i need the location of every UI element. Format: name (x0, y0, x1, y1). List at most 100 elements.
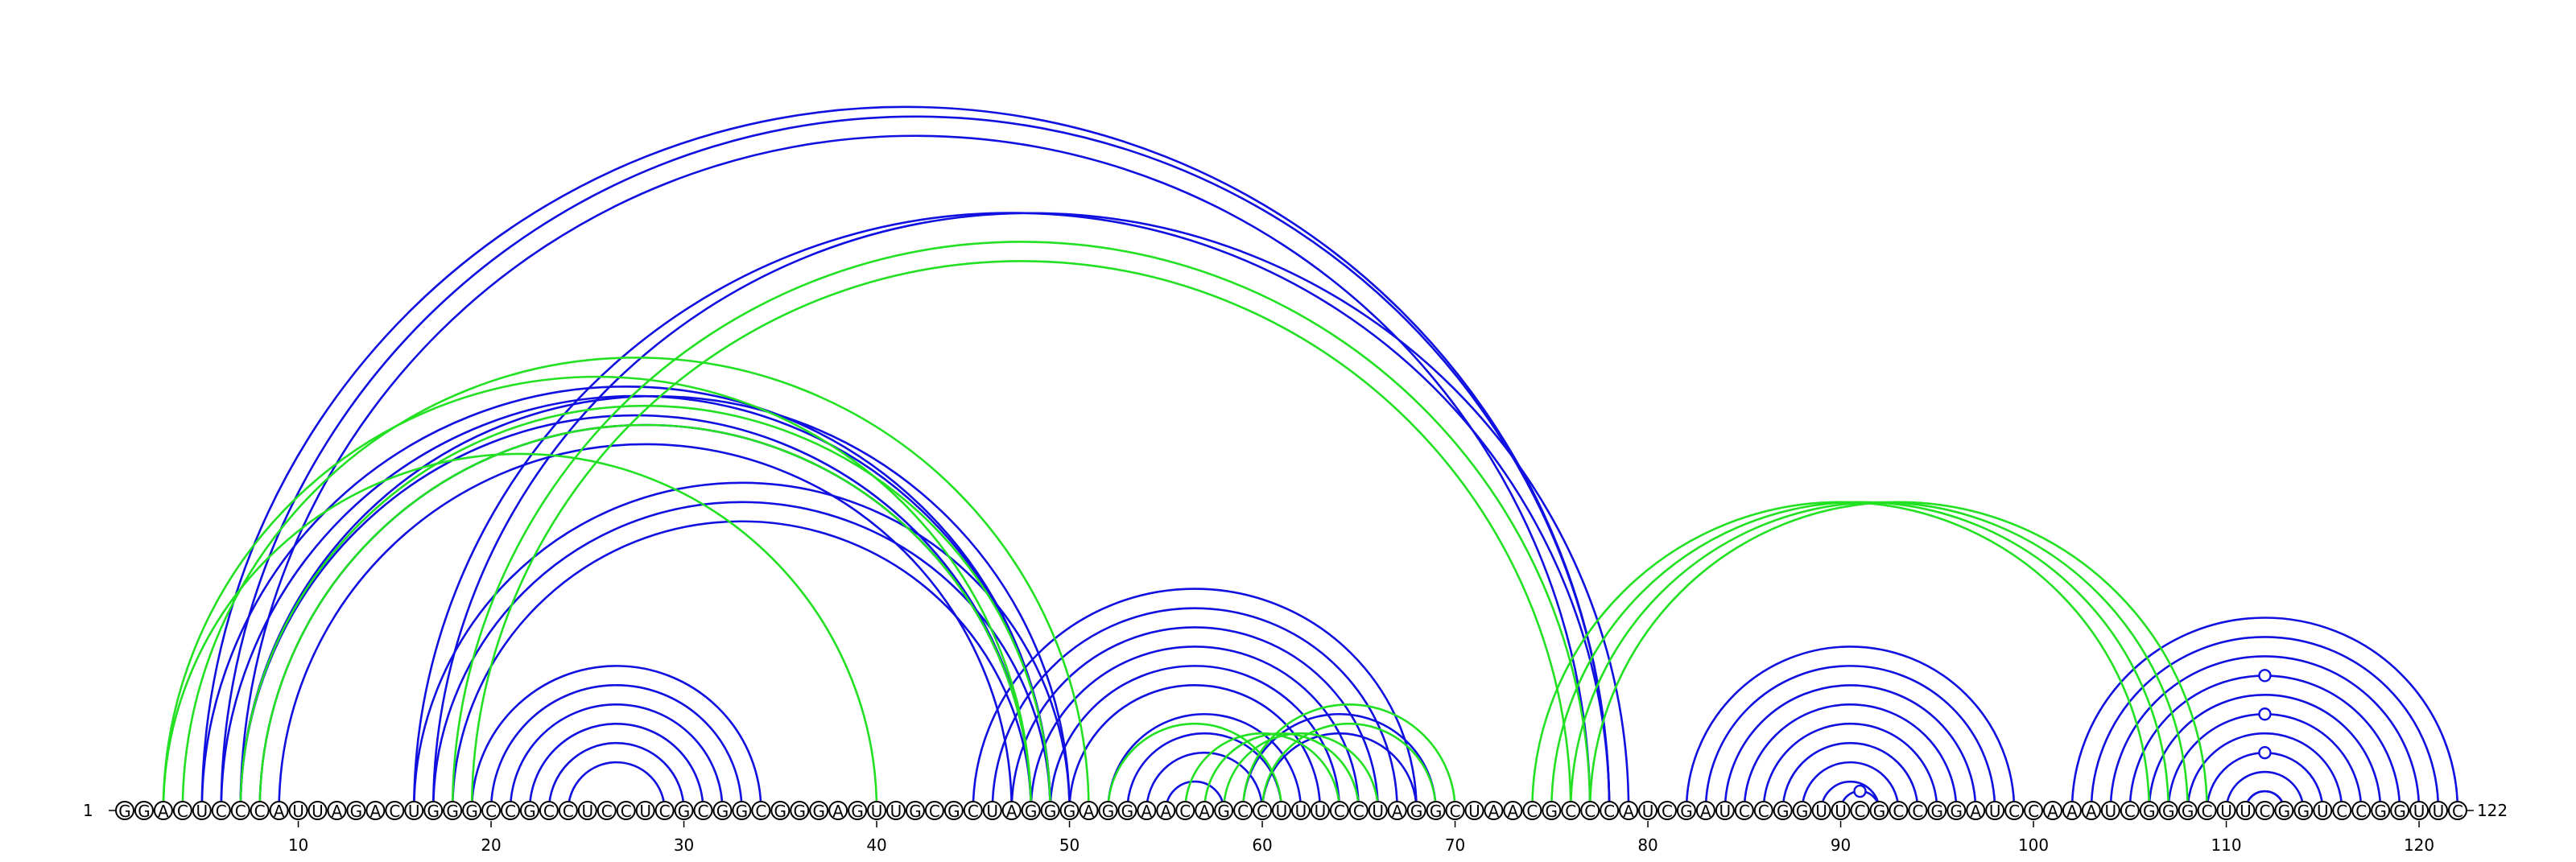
nucleotide-letter: U (1295, 802, 1307, 821)
nucleotide-letter: U (890, 802, 902, 821)
nucleotide: C (559, 802, 577, 821)
nucleotide-letter: A (1488, 802, 1500, 821)
nucleotide: U (193, 802, 211, 821)
nucleotide: C (1909, 802, 1926, 821)
nucleotide: G (116, 802, 134, 821)
nucleotide: C (1658, 802, 1676, 821)
nucleotide-letter: C (389, 802, 400, 821)
blue-arc (2169, 714, 2362, 810)
tick-group: 10 20 30 40 50 60 70 80 90 100 110 120 (288, 821, 2434, 855)
nucleotide: G (1542, 802, 1560, 821)
nucleotide: U (2429, 802, 2447, 821)
nucleotide-letter: C (2355, 802, 2367, 821)
nucleotide-letter: G (465, 802, 478, 821)
nucleotide-letter: G (118, 802, 131, 821)
nucleotide-letter: G (1044, 802, 1057, 821)
nucleotide: A (2044, 802, 2062, 821)
nucleotide: U (290, 802, 308, 821)
nucleotide-letter: U (312, 802, 324, 821)
nucleotide: G (2294, 802, 2312, 821)
nucleotide-letter: C (1179, 802, 1191, 821)
nucleotide-letter: U (2220, 802, 2232, 821)
nucleotide-letter: G (947, 802, 960, 821)
nucleotide-letter: U (986, 802, 998, 821)
blue-arc (433, 213, 1629, 810)
blue-arc-group (202, 107, 2458, 810)
nucleotide-letter: G (138, 802, 151, 821)
nucleotide-letter: C (1257, 802, 1268, 821)
nucleotide: A (155, 802, 172, 821)
nucleotide-letter: G (350, 802, 363, 821)
nucleotide: C (656, 802, 674, 821)
nucleotide: C (213, 802, 230, 821)
green-arc (260, 425, 1031, 810)
nucleotide-letter: U (2105, 802, 2117, 821)
tick-label: 60 (1252, 835, 1272, 855)
nucleotide-letter: U (292, 802, 304, 821)
blue-arc (2091, 637, 2438, 810)
nucleotide: G (347, 802, 365, 821)
nucleotide-letter: G (1951, 802, 1963, 821)
blue-arc (510, 704, 722, 810)
nucleotide-letter: G (678, 802, 691, 821)
blue-arc (1764, 724, 1938, 810)
nucleotide: C (617, 802, 635, 821)
nucleotide-letter: G (1063, 802, 1076, 821)
nucleotide-letter: G (2278, 802, 2291, 821)
nucleotide: G (945, 802, 963, 821)
nucleotide-letter: G (1217, 802, 1230, 821)
nucleotide: U (868, 802, 886, 821)
blue-arc (1686, 646, 2014, 810)
end-label: 122 (2477, 801, 2508, 820)
nucleotide-letter: C (659, 802, 671, 821)
nucleotide: C (1562, 802, 1579, 821)
arc-marker (1855, 786, 1866, 797)
nucleotide: G (1099, 802, 1117, 821)
nucleotide: C (1176, 802, 1194, 821)
nucleotide: C (540, 802, 558, 821)
nucleotide: C (598, 802, 616, 821)
nucleotide-letter: A (1508, 802, 1519, 821)
nucleotide-letter: C (1565, 802, 1576, 821)
tick-label: 40 (866, 835, 886, 855)
nucleotide-letter: C (1334, 802, 1345, 821)
nucleotide: C (695, 802, 712, 821)
nucleotide-letter: G (1873, 802, 1886, 821)
green-arc-group (163, 241, 2207, 810)
nucleotide: G (906, 802, 924, 821)
tick-label: 90 (1831, 835, 1851, 855)
nucleotide-letter: C (1893, 802, 1904, 821)
nucleotide: G (424, 802, 442, 821)
nucleotide-letter: C (929, 802, 940, 821)
nucleotide-letter: C (505, 802, 516, 821)
nucleotide-letter: U (1989, 802, 2001, 821)
blue-arc (241, 136, 1591, 810)
nucleotide: C (1889, 802, 1907, 821)
nucleotide: U (984, 802, 1001, 821)
nucleotide: C (2256, 802, 2273, 821)
nucleotide: U (1716, 802, 1734, 821)
nucleotide: A (270, 802, 288, 821)
nucleotide-letter: G (2374, 802, 2387, 821)
nucleotide: C (251, 802, 269, 821)
tick-label: 80 (1637, 835, 1657, 855)
green-arc (1571, 502, 2187, 810)
nucleotide: A (1389, 802, 1406, 821)
nucleotide: G (2179, 802, 2197, 821)
nucleotide-letter: U (1835, 802, 1847, 821)
nucleotide: U (1466, 802, 1484, 821)
blue-arc (1166, 782, 1224, 810)
nucleotide: C (2333, 802, 2351, 821)
nucleotide-letter: G (1796, 802, 1809, 821)
nucleotide: A (2063, 802, 2081, 821)
nucleotide: A (1195, 802, 1213, 821)
nucleotide-letter: G (427, 802, 440, 821)
nucleotide-letter: U (2413, 802, 2425, 821)
nucleotide-letter: U (1468, 802, 1480, 821)
nucleotide-letter: U (1372, 802, 1384, 821)
blue-arc (1822, 782, 1880, 810)
nucleotide-letter: C (235, 802, 246, 821)
nucleotide: G (771, 802, 789, 821)
nucleotide: U (309, 802, 327, 821)
